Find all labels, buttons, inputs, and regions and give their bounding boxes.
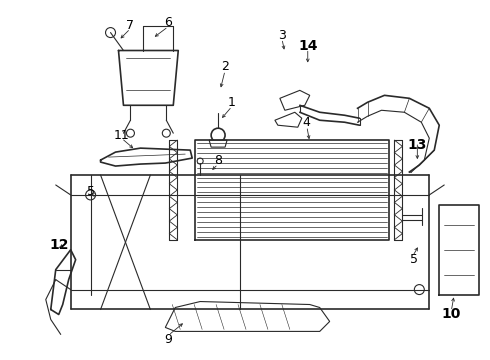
Text: 10: 10	[441, 307, 461, 321]
Polygon shape	[165, 302, 330, 332]
Circle shape	[415, 285, 424, 294]
Text: 8: 8	[214, 154, 222, 167]
Text: 14: 14	[298, 39, 318, 53]
Text: 12: 12	[49, 238, 69, 252]
Circle shape	[86, 190, 96, 200]
Text: 2: 2	[221, 60, 229, 73]
Text: 5: 5	[410, 253, 418, 266]
Circle shape	[126, 129, 134, 137]
Circle shape	[162, 129, 171, 137]
Text: 9: 9	[164, 333, 172, 346]
Text: 7: 7	[126, 19, 134, 32]
Circle shape	[197, 158, 203, 164]
Text: 6: 6	[164, 16, 172, 29]
Text: 4: 4	[303, 116, 311, 129]
Text: 11: 11	[114, 129, 129, 142]
Polygon shape	[275, 112, 302, 127]
Circle shape	[211, 128, 225, 142]
Text: 13: 13	[408, 138, 427, 152]
Text: 5: 5	[87, 185, 95, 198]
Circle shape	[105, 28, 116, 37]
Polygon shape	[280, 90, 310, 110]
Text: 3: 3	[278, 29, 286, 42]
Polygon shape	[209, 140, 227, 147]
Text: 1: 1	[228, 96, 236, 109]
